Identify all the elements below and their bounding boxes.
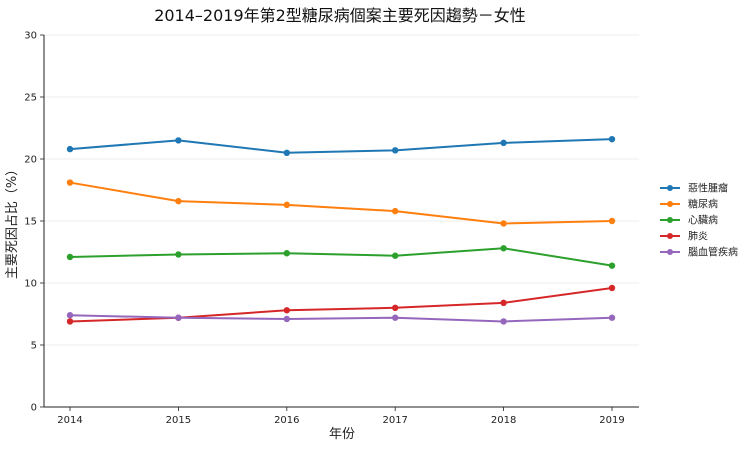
series-line [69,181,613,225]
legend-swatch-marker [667,201,673,207]
legend-label: 心臟病 [688,214,718,227]
y-tick-label: 30 [24,31,37,42]
data-point [392,147,399,154]
legend-item: 肺炎 [660,231,708,243]
legend-label: 惡性腫瘤 [688,182,728,195]
legend-swatch-marker [667,249,673,255]
data-point [283,307,290,314]
data-point [283,315,290,323]
data-point [283,250,290,257]
series-line [69,314,613,323]
data-point [392,252,399,259]
series-2 [66,245,616,269]
data-point [500,220,507,227]
legend-item: 惡性腫瘤 [660,182,728,195]
legend-item: 心臟病 [660,214,718,227]
data-point [392,314,399,321]
data-point [608,217,616,225]
data-point [175,251,182,258]
data-point [66,179,74,186]
data-point [608,314,616,321]
data-point [175,314,182,321]
y-tick-label: 0 [31,403,37,414]
data-point [500,245,507,252]
data-point [392,207,399,215]
data-point [283,201,290,209]
legend-swatch-marker [667,233,673,239]
y-axis-title: 主要死因占比（%） [5,163,20,279]
legend-label: 糖尿病 [688,198,718,211]
x-tick-label: 2017 [382,415,407,426]
x-tick-label: 2014 [57,415,82,426]
data-point [500,318,507,325]
series-line [69,286,613,323]
x-tick-label: 2015 [166,415,191,426]
series-line [69,247,613,267]
series-4 [66,312,616,325]
x-tick-label: 2018 [491,415,516,426]
chart-title: 2014–2019年第2型糖尿病個案主要死因趨勢－女性 [154,6,526,25]
legend-label: 腦血管疾病 [688,246,738,259]
data-point [66,145,74,153]
data-point [500,299,507,307]
legend-item: 糖尿病 [660,198,718,211]
series-1 [66,179,616,227]
series-line [69,138,613,154]
legend-swatch-marker [667,217,673,223]
legend-label: 肺炎 [688,231,708,243]
x-tick-label: 2019 [599,415,624,426]
series-group [66,135,616,325]
legend-swatch-marker [667,185,673,191]
y-tick-label: 20 [24,155,37,166]
y-tick-label: 15 [24,217,37,228]
legend-item: 腦血管疾病 [660,246,738,259]
data-point [66,312,74,319]
data-point [283,149,290,156]
data-point [175,197,182,205]
data-point [392,304,399,311]
x-axis-title: 年份 [329,427,355,442]
axes: 0 5 10 15 20 25 30 2014 2015 2016 2017 2018 2019 [24,31,639,426]
y-tick-label: 10 [24,279,37,290]
data-point [608,262,616,269]
data-point [66,253,74,261]
y-tick-label: 5 [31,341,37,352]
gridlines [44,34,639,408]
x-tick-label: 2016 [274,415,299,426]
data-point [500,139,507,147]
data-point [66,318,74,325]
data-point [608,135,616,143]
data-point [608,284,616,292]
y-tick-label: 25 [24,93,37,104]
series-0 [66,135,616,156]
data-point [175,137,182,144]
